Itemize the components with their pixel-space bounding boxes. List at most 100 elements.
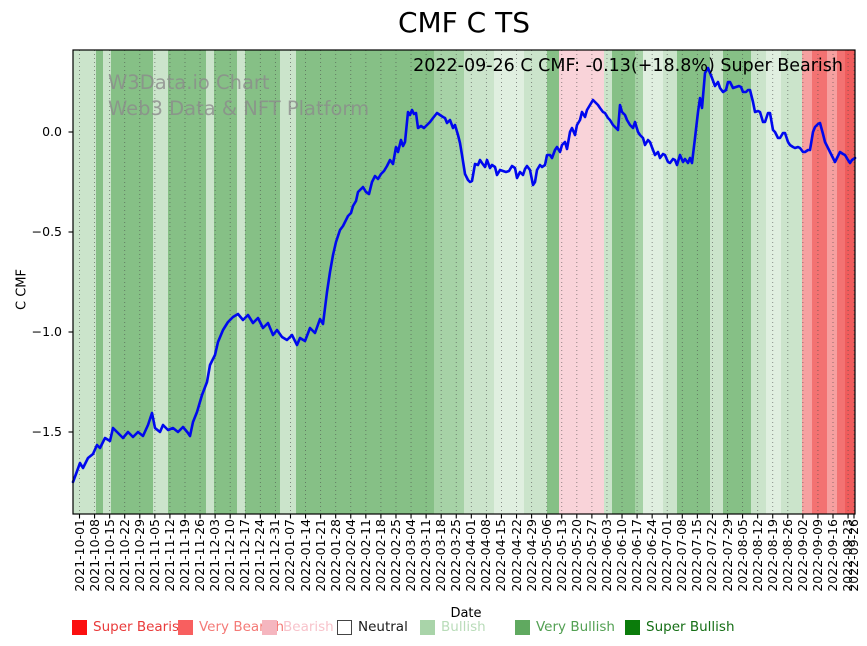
signal-band-very_bullish [245, 50, 280, 514]
signal-band-very_bearish [812, 50, 827, 514]
signal-band-bullish [103, 50, 111, 514]
x-tick-label: 2022-08-12 [749, 519, 765, 592]
signal-band-bullish [524, 50, 547, 514]
x-tick-label: 2022-03-18 [433, 519, 449, 592]
legend-swatch [178, 619, 193, 635]
x-tick-label: 2021-11-12 [161, 519, 177, 592]
x-tick-label: 2021-11-19 [176, 519, 192, 592]
x-tick-label: 2022-03-25 [448, 519, 464, 592]
x-tick-label: 2022-01-07 [282, 519, 298, 592]
signal-band-neutral [643, 50, 663, 514]
x-tick-label: 2022-01-14 [297, 519, 313, 592]
signal-band-neutral [766, 50, 781, 514]
x-tick-label: 2021-10-29 [131, 519, 147, 592]
x-axis-label: Date [450, 606, 482, 621]
legend-swatch [515, 619, 530, 635]
signal-band-super_bearish [845, 50, 855, 514]
x-tick-label: 2022-06-03 [598, 519, 614, 592]
x-tick-label: 2021-12-10 [222, 519, 238, 592]
signal-band-bullish [73, 50, 96, 514]
signal-band-bullish [280, 50, 296, 514]
x-tick-label: 2022-03-11 [418, 519, 434, 592]
legend-label: Super Bearish [93, 619, 188, 635]
legend-item-bearish: Bearish [262, 619, 334, 635]
x-tick-label: 2022-05-13 [553, 519, 569, 592]
signal-band-bullish [781, 50, 802, 514]
signal-band-bullish [751, 50, 766, 514]
x-tick-label: 2022-06-10 [614, 519, 630, 592]
x-tick-label: 2022-02-04 [342, 519, 358, 592]
legend-swatch [625, 619, 640, 635]
watermark-line2: Web3 Data & NFT Platform [108, 96, 370, 120]
y-tick-label: −1.0 [31, 324, 62, 339]
x-tick-label: 2021-12-17 [237, 519, 253, 592]
x-tick-label: 2022-02-25 [387, 519, 403, 592]
x-tick-label: 2022-07-29 [719, 519, 735, 592]
signal-band-bullish [604, 50, 612, 514]
x-tick-label: 2022-04-22 [508, 519, 524, 592]
watermark-line1: W3Data.io Chart [108, 71, 270, 94]
legend-item-bullish: Bullish [420, 619, 486, 635]
cmf-line [71, 66, 857, 484]
x-tick-label: 2022-09-16 [825, 519, 840, 592]
x-tick-label: 2022-09-02 [794, 519, 810, 592]
x-tick-label: 2022-07-15 [689, 519, 705, 592]
x-tick-label: 2022-04-01 [463, 519, 479, 592]
signal-band-bullish [237, 50, 245, 514]
legend-item-super-bullish: Super Bullish [625, 619, 735, 635]
signal-band-bullish2 [635, 50, 643, 514]
signal-band-bullish [206, 50, 214, 514]
x-tick-label: 2022-02-11 [357, 519, 373, 592]
x-tick-label: 2021-11-05 [146, 519, 162, 592]
x-tick-label: 2022-05-20 [568, 519, 584, 592]
legend-label: Bullish [441, 619, 486, 635]
x-tick-label: 2022-08-19 [764, 519, 780, 592]
x-tick-label: 2021-12-31 [267, 519, 283, 592]
legend-item-very-bullish: Very Bullish [515, 619, 615, 635]
legend-swatch [262, 619, 277, 635]
x-tick-label: 2021-10-01 [71, 519, 87, 592]
x-tick-label: 2022-08-05 [734, 519, 750, 592]
signal-band-bullish2 [434, 50, 464, 514]
signal-band-neutral [494, 50, 524, 514]
signal-band-very_bearish [837, 50, 845, 514]
x-tick-label: 2022-04-15 [493, 519, 509, 592]
signal-band-very_bullish [96, 50, 103, 514]
latest-value-annotation: 2022-09-26 C CMF: -0.13(+18.8%) Super Be… [413, 56, 843, 76]
x-tick-label: 2022-01-28 [327, 519, 343, 592]
x-tick-label: 2022-07-01 [659, 519, 675, 592]
chart-title: CMF C TS [397, 6, 531, 39]
legend-swatch [337, 619, 352, 635]
x-tick-label: 2022-08-26 [779, 519, 795, 592]
x-tick-label: 2022-05-06 [538, 519, 554, 592]
y-tick-label: −1.5 [31, 424, 62, 439]
x-tick-label: 2022-09-09 [809, 519, 825, 592]
legend-label: Super Bullish [646, 619, 735, 635]
signal-band-very_bearish2 [827, 50, 837, 514]
x-tick-label: 2022-07-22 [704, 519, 720, 592]
legend-label: Neutral [358, 619, 408, 635]
x-tick-label: 2022-06-17 [629, 519, 645, 592]
x-tick-label: 2022-04-29 [523, 519, 539, 592]
x-tick-label: 2022-09-26 [846, 519, 861, 592]
signal-band-bullish [663, 50, 677, 514]
signal-band-bearish [559, 50, 604, 514]
legend: Super Bearish Very Bearish Bearish Neutral B… [0, 619, 867, 643]
signal-band-bullish [710, 50, 723, 514]
y-tick-label: −0.5 [31, 224, 62, 239]
signal-band-very_bullish [547, 50, 559, 514]
x-tick-label: 2022-04-08 [478, 519, 494, 592]
signal-band-very_bullish [612, 50, 635, 514]
signal-band-very_bearish2 [802, 50, 812, 514]
legend-label: Bearish [283, 619, 334, 635]
legend-swatch [72, 619, 87, 635]
watermark: W3Data.io Chart Web3 Data & NFT Platform [108, 70, 369, 121]
signal-band-bullish [464, 50, 494, 514]
signal-band-bullish [153, 50, 168, 514]
legend-label: Very Bullish [536, 619, 615, 635]
x-tick-label: 2021-12-03 [207, 519, 223, 592]
signal-band-very_bullish [214, 50, 237, 514]
x-tick-label: 2022-05-27 [583, 519, 599, 592]
